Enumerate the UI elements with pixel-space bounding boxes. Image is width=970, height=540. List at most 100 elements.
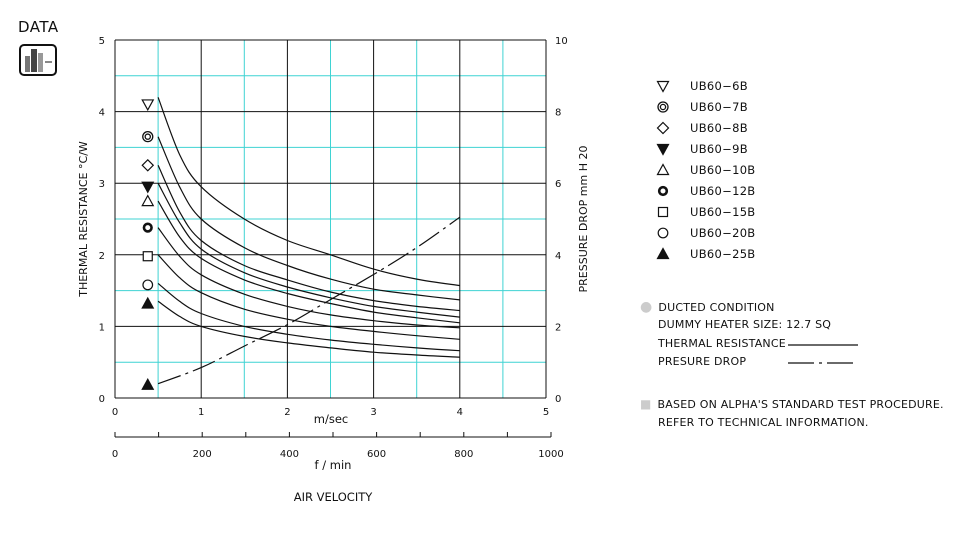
y-left-label: THERMAL RESISTANCE °C/W <box>77 141 90 298</box>
series-marker <box>142 131 154 143</box>
y-left-tick-label: 3 <box>99 179 105 190</box>
legend-marker-icon <box>656 143 670 156</box>
legend-marker <box>656 121 670 135</box>
series-marker <box>142 279 154 291</box>
pressure-key: PRESURE DROP <box>658 355 858 368</box>
x-tick-label: 4 <box>457 407 463 418</box>
bar-chart-icon <box>19 44 57 76</box>
standard-text-2: REFER TO TECHNICAL INFORMATION. <box>658 416 869 429</box>
y-left-tick-label: 0 <box>99 394 105 405</box>
legend-label: UB60−20B <box>690 226 756 240</box>
legend-marker-icon <box>656 163 670 176</box>
legend-item: UB60−25B <box>652 244 756 264</box>
solid-line-sample <box>788 344 858 346</box>
secondary-tick-label: 400 <box>280 449 299 460</box>
secondary-tick-label: 800 <box>454 449 473 460</box>
series-line <box>157 182 460 318</box>
x-tick-label: 3 <box>370 407 376 418</box>
y-right-tick-label: 10 <box>555 36 568 47</box>
pressure-start-marker <box>141 378 155 390</box>
thermal-key-label: THERMAL RESISTANCE <box>658 337 786 350</box>
ducted-note: ● DUCTED CONDITION <box>640 299 775 315</box>
legend-marker <box>656 247 670 260</box>
legend-marker-icon <box>657 206 669 218</box>
y-right-tick-label: 4 <box>555 251 561 262</box>
series-marker <box>141 296 155 309</box>
pressure-drop-curve <box>157 216 461 385</box>
legend-marker <box>656 80 670 93</box>
y-right-tick-label: 6 <box>555 179 561 190</box>
logo-text: DATA <box>18 18 59 36</box>
series-line <box>157 200 460 324</box>
legend-item: UB60−9B <box>652 139 748 159</box>
series-marker <box>141 181 155 194</box>
legend-item: UB60−20B <box>652 223 756 243</box>
legend-marker-icon <box>657 227 669 239</box>
secondary-tick-label: 1000 <box>538 449 563 460</box>
legend-marker <box>657 227 669 239</box>
y-right-tick-label: 2 <box>555 322 561 333</box>
ducted-bullet: ● <box>640 299 653 315</box>
y-right-tick-label: 8 <box>555 108 561 119</box>
legend-label: UB60−15B <box>690 205 756 219</box>
y-left-tick-label: 5 <box>99 36 105 47</box>
series-marker <box>142 222 153 233</box>
secondary-x-axis: 0 200 400 600 800 1000 <box>112 432 564 460</box>
series-line <box>157 97 460 287</box>
series-marker <box>141 158 155 172</box>
standard-text-1: BASED ON ALPHA'S STANDARD TEST PROCEDURE… <box>657 398 944 411</box>
y-left-tick-label: 1 <box>99 322 105 333</box>
dashdot-line-sample <box>788 362 858 364</box>
x-tick-label: 2 <box>284 407 290 418</box>
standard-note: ■ BASED ON ALPHA'S STANDARD TEST PROCEDUR… <box>640 397 944 411</box>
series-line <box>157 227 460 329</box>
legend-marker <box>657 206 669 218</box>
legend-item: UB60−15B <box>652 202 756 222</box>
x-primary-unit: m/sec <box>314 412 348 426</box>
legend-label: UB60−7B <box>690 100 748 114</box>
legend-label: UB60−6B <box>690 79 748 93</box>
legend-item: UB60−6B <box>652 76 748 96</box>
legend-marker-icon <box>657 185 669 197</box>
series-marker <box>142 251 153 262</box>
pressure-key-label: PRESURE DROP <box>658 355 747 368</box>
ducted-text: DUCTED CONDITION <box>658 301 775 314</box>
legend-item: UB60−12B <box>652 181 756 201</box>
legend-marker-icon <box>656 121 670 135</box>
series-line <box>157 165 460 312</box>
y-left-tick-label: 2 <box>99 251 105 262</box>
x-tick-label: 1 <box>198 407 204 418</box>
secondary-tick-label: 200 <box>193 449 212 460</box>
legend-marker-icon <box>656 80 670 93</box>
legend-item: UB60−10B <box>652 160 756 180</box>
series-line <box>157 136 460 301</box>
series-marker <box>141 99 155 112</box>
legend-marker <box>657 101 669 113</box>
legend-label: UB60−25B <box>690 247 756 261</box>
legend-marker-icon <box>657 101 669 113</box>
pressure-line <box>157 216 461 385</box>
secondary-tick-label: 600 <box>367 449 386 460</box>
legend-marker <box>656 143 670 156</box>
series-markers <box>141 99 155 390</box>
x-tick-label: 5 <box>543 407 549 418</box>
y-right-tick-label: 0 <box>555 394 561 405</box>
secondary-tick-label: 0 <box>112 449 118 460</box>
legend-label: UB60−9B <box>690 142 748 156</box>
x-tick-label: 0 <box>112 407 118 418</box>
legend-item: UB60−8B <box>652 118 748 138</box>
x-axis-label: AIR VELOCITY <box>294 490 374 504</box>
grid-minor <box>115 40 546 398</box>
heater-note: DUMMY HEATER SIZE: 12.7 SQ <box>658 318 832 331</box>
series-line <box>157 300 460 358</box>
legend-label: UB60−10B <box>690 163 756 177</box>
series-marker <box>141 194 155 207</box>
thermal-curves <box>157 97 460 358</box>
legend-label: UB60−12B <box>690 184 756 198</box>
legend-marker-icon <box>656 247 670 260</box>
legend-item: UB60−7B <box>652 97 748 117</box>
standard-bullet: ■ <box>640 397 652 411</box>
x-secondary-unit: f / min <box>315 458 352 472</box>
